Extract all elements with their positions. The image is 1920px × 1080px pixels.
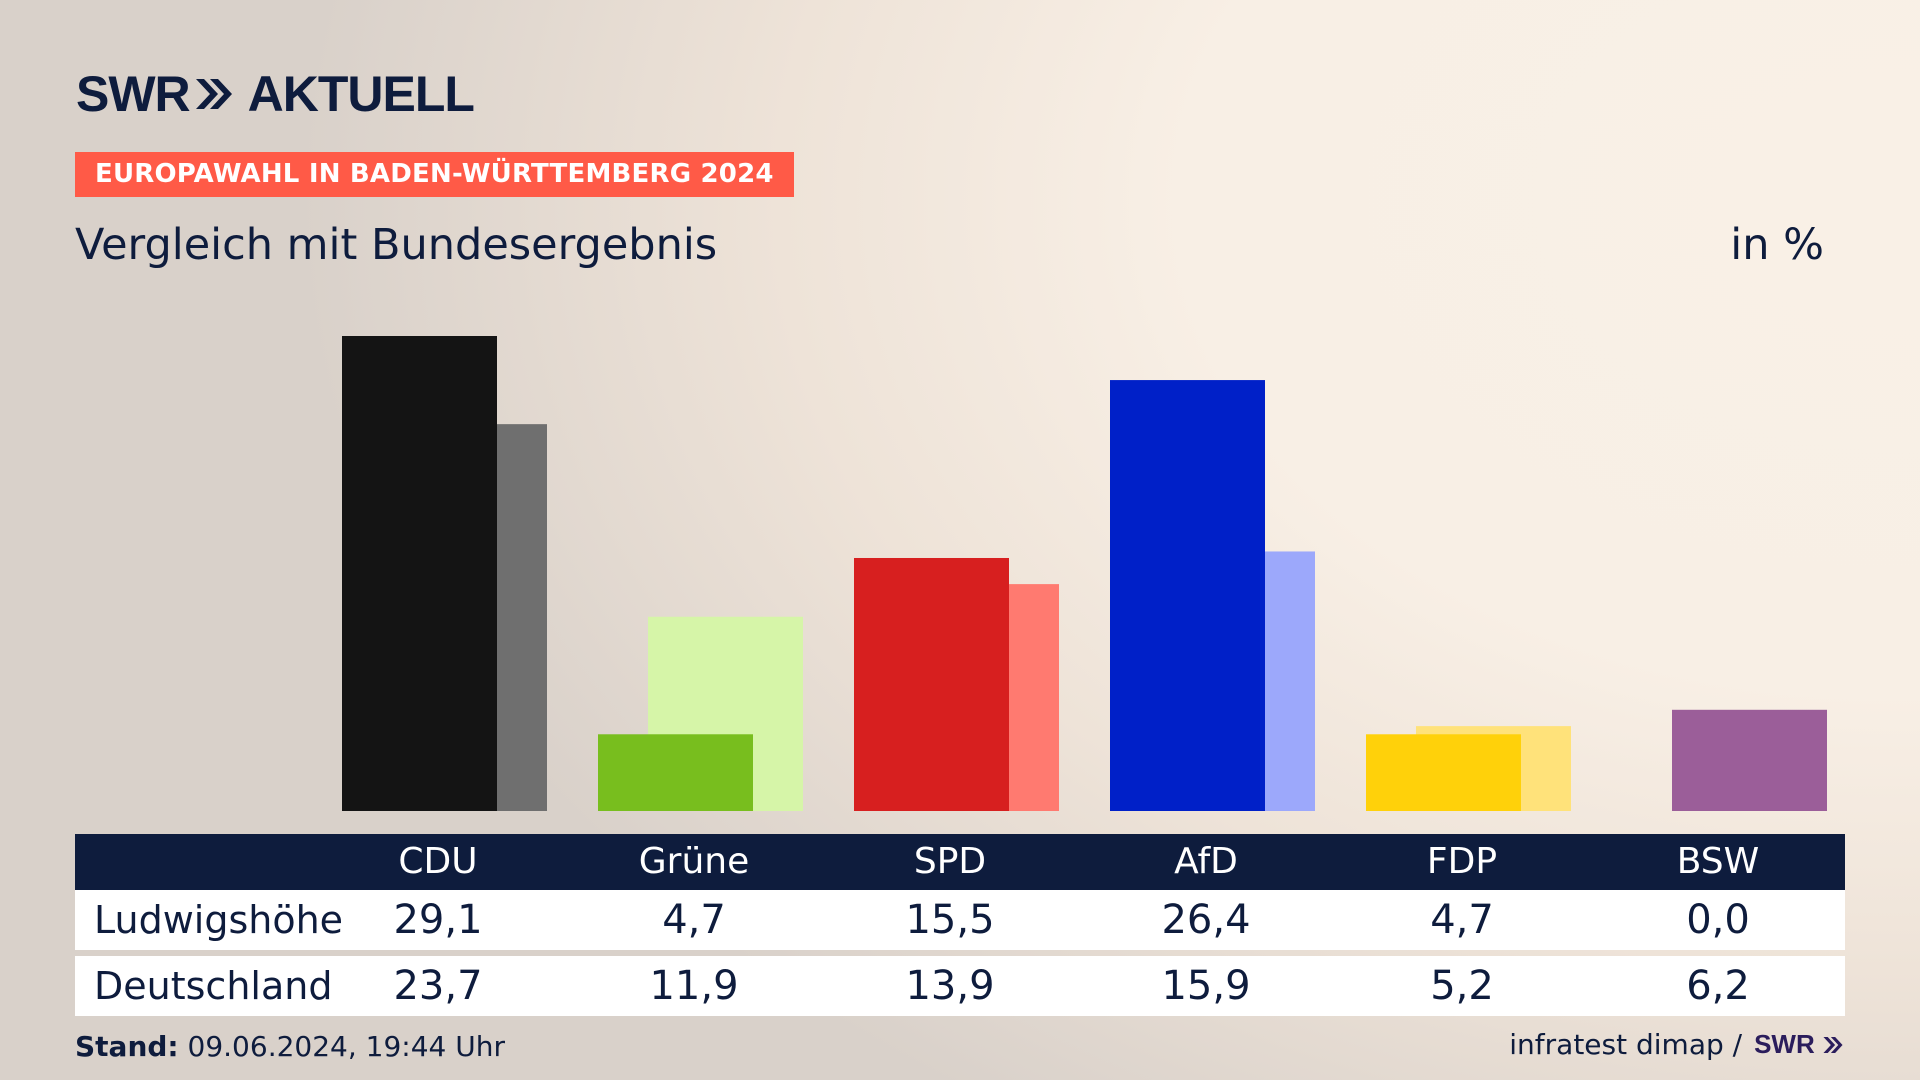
stand-value: 09.06.2024, 19:44 Uhr — [187, 1030, 505, 1063]
bar-ludwigshoehe-afd — [1110, 380, 1265, 811]
bar-ludwigshoehe-fdp — [1366, 734, 1521, 811]
chart-subtitle: Vergleich mit Bundesergebnis — [75, 220, 718, 270]
bar-chart — [342, 336, 1827, 811]
logo-swr-text: SWR — [76, 66, 191, 122]
stand-label: Stand: — [75, 1030, 179, 1063]
bar-ludwigshoehe-gruene — [598, 734, 753, 811]
table-row-ludwigshoehe: Ludwigshöhe 29,1 4,7 15,5 26,4 4,7 0,0 — [75, 890, 1845, 950]
row-label: Deutschland — [94, 964, 333, 1008]
cell-gruene: 4,7 — [662, 897, 726, 943]
unit-label: in % — [1730, 220, 1824, 270]
column-header-spd: SPD — [913, 841, 987, 882]
cell-fdp: 4,7 — [1430, 897, 1494, 943]
cell-bsw: 6,2 — [1686, 963, 1750, 1009]
bar-ludwigshoehe-cdu — [342, 336, 497, 811]
source-text: infratest dimap / — [1509, 1028, 1743, 1061]
column-header-gruene: Grüne — [638, 841, 750, 882]
cell-gruene: 11,9 — [649, 963, 739, 1009]
cell-spd: 13,9 — [905, 963, 995, 1009]
timestamp: Stand: 09.06.2024, 19:44 Uhr — [75, 1030, 505, 1063]
table-header-row: CDU Grüne SPD AfD FDP BSW — [75, 834, 1845, 890]
small-double-chevron-icon — [1823, 1037, 1843, 1053]
bar-deutschland-bsw — [1672, 709, 1827, 811]
source-swr-logo: SWR — [1754, 1029, 1844, 1060]
cell-cdu: 29,1 — [393, 897, 483, 943]
column-header-bsw: BSW — [1676, 841, 1760, 882]
column-header-afd: AfD — [1174, 841, 1238, 882]
cell-cdu: 23,7 — [393, 963, 483, 1009]
bar-ludwigshoehe-spd — [854, 557, 1009, 811]
source-credit: infratest dimap / SWR — [1509, 1028, 1844, 1061]
cell-afd: 26,4 — [1161, 897, 1251, 943]
election-tag: EUROPAWAHL IN BADEN-WÜRTTEMBERG 2024 — [75, 152, 794, 197]
cell-afd: 15,9 — [1161, 963, 1251, 1009]
table-row-deutschland: Deutschland 23,7 11,9 13,9 15,9 5,2 6,2 — [75, 956, 1845, 1016]
results-table: CDU Grüne SPD AfD FDP BSW Ludwigshöhe 29,1 4,7… — [75, 834, 1845, 1016]
row-label: Ludwigshöhe — [94, 898, 344, 942]
column-header-fdp: FDP — [1426, 841, 1498, 882]
swr-aktuell-logo: SWR AKTUELL — [76, 64, 475, 124]
cell-bsw: 0,0 — [1686, 897, 1750, 943]
cell-fdp: 5,2 — [1430, 963, 1494, 1009]
logo-aktuell-text: AKTUELL — [247, 66, 475, 122]
cell-spd: 15,5 — [905, 897, 995, 943]
column-header-cdu: CDU — [398, 841, 478, 882]
double-chevron-icon — [195, 79, 232, 109]
